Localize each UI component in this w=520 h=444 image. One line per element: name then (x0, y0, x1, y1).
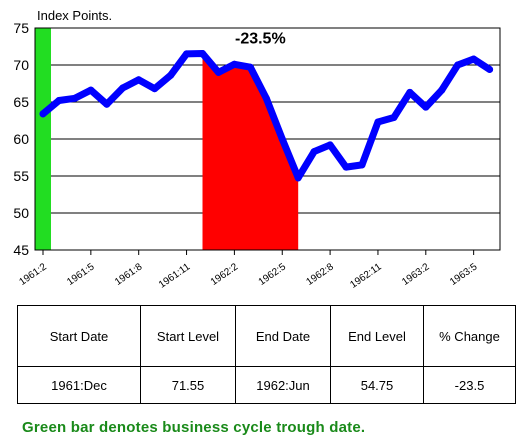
data-point (71, 94, 79, 102)
y-tick-label: 60 (13, 131, 29, 147)
data-point (39, 110, 47, 118)
y-tick-label: 50 (13, 205, 29, 221)
value-end-level: 54.75 (330, 366, 424, 404)
x-tick-label: 1961:5 (65, 261, 97, 288)
plot-frame (34, 27, 501, 251)
data-point (422, 103, 430, 111)
summary-table: Start Date Start Level End Date End Leve… (17, 305, 516, 404)
data-point (406, 88, 414, 96)
line-chart: 45 50 55 60 65 70 75 Index Points. 1961:2 1961:5 1… (13, 8, 501, 291)
x-tick-label: 1963:5 (448, 261, 480, 288)
change-annotation: -23.5% (235, 31, 286, 48)
table-header-row: Start Date Start Level End Date End Leve… (17, 305, 516, 367)
y-axis-label: Index Points. (37, 8, 112, 23)
data-point (135, 76, 143, 84)
header-end-level: End Level (330, 305, 424, 367)
header-start-date: Start Date (17, 305, 141, 367)
trough-bar (35, 28, 51, 250)
value-end-date: 1962:Jun (235, 366, 331, 404)
value-pct-change: -23.5 (423, 366, 516, 404)
data-point (278, 135, 286, 143)
footnote: Green bar denotes business cycle trough … (22, 419, 366, 436)
value-start-date: 1961:Dec (17, 366, 141, 404)
data-point (470, 55, 478, 63)
plot-area: 45 50 55 60 65 70 75 Index Points. 1961:2 1961:5 1… (13, 8, 501, 291)
data-point (390, 114, 398, 122)
data-point (55, 97, 63, 105)
data-point (294, 174, 302, 182)
data-point (183, 50, 191, 58)
x-tick-label: 1962:5 (257, 261, 289, 288)
y-tick-label: 45 (13, 242, 29, 258)
x-tick-label: 1962:2 (209, 261, 241, 288)
x-tick-label: 1963:2 (400, 261, 432, 288)
data-point (230, 60, 238, 68)
data-point (87, 86, 95, 94)
data-point (358, 161, 366, 169)
decline-area (202, 53, 299, 250)
data-point (438, 86, 446, 94)
data-point (454, 61, 462, 69)
data-point (374, 118, 382, 126)
table-value-row: 1961:Dec 71.55 1962:Jun 54.75 -23.5 (17, 366, 516, 404)
value-start-level: 71.55 (140, 366, 236, 404)
x-tick-label: 1961:2 (17, 261, 49, 288)
data-point (103, 100, 111, 108)
data-point (151, 85, 159, 93)
data-point (246, 63, 254, 71)
data-point (214, 68, 222, 76)
header-pct-change: % Change (423, 305, 516, 367)
x-tick-label: 1962:11 (348, 261, 384, 291)
data-point (167, 71, 175, 79)
data-point (342, 163, 350, 171)
data-point (262, 94, 270, 102)
data-point (119, 84, 127, 92)
y-tick-label: 55 (13, 168, 29, 184)
header-start-level: Start Level (140, 305, 236, 367)
y-tick-label: 70 (13, 57, 29, 73)
data-point (326, 141, 334, 149)
x-tick-label: 1961:8 (113, 261, 145, 288)
y-tick-label: 75 (13, 20, 29, 36)
header-end-date: End Date (235, 305, 331, 367)
data-point (310, 148, 318, 156)
y-tick-label: 65 (13, 94, 29, 110)
x-tick-label: 1962:8 (304, 261, 336, 288)
data-point (486, 65, 494, 73)
data-point (199, 50, 206, 58)
x-tick-label: 1961:11 (157, 261, 193, 291)
